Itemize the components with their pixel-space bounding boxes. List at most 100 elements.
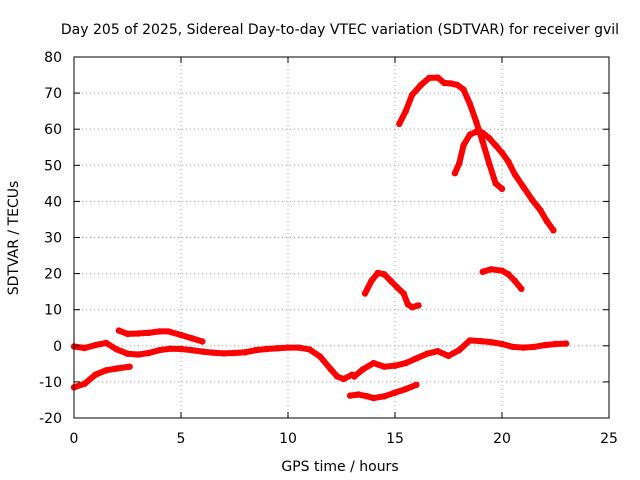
data-point: [400, 290, 407, 297]
data-point: [156, 346, 163, 354]
data-point: [177, 331, 185, 339]
data-point: [124, 350, 131, 357]
data-point: [284, 344, 292, 351]
data-point: [453, 81, 461, 89]
y-tick-label: 60: [44, 122, 62, 138]
y-tick-label: 40: [44, 194, 62, 210]
x-tick-label: 15: [386, 431, 404, 447]
data-point: [145, 329, 153, 336]
data-point: [113, 365, 121, 372]
data-point: [199, 338, 206, 345]
data-point: [370, 394, 377, 402]
data-point: [541, 341, 548, 349]
data-point: [145, 349, 153, 357]
data-point: [423, 350, 431, 357]
data-point: [177, 345, 185, 353]
data-point: [520, 344, 527, 351]
data-point: [295, 344, 302, 351]
data-point: [550, 227, 557, 234]
data-point: [381, 271, 388, 278]
data-point: [126, 363, 133, 370]
data-point: [466, 131, 474, 138]
data-point: [434, 74, 441, 81]
data-point: [220, 350, 227, 357]
data-point: [263, 345, 270, 353]
data-point: [408, 91, 416, 99]
data-point: [340, 375, 347, 383]
data-point: [511, 171, 518, 178]
x-tick-label: 5: [177, 431, 186, 447]
data-point: [102, 367, 110, 374]
data-point: [359, 366, 367, 373]
data-point: [199, 348, 206, 355]
x-tick-label: 25: [600, 431, 618, 447]
data-point: [434, 348, 441, 355]
y-tick-label: 20: [44, 267, 62, 283]
data-point: [511, 277, 518, 284]
data-point: [456, 160, 463, 167]
data-point: [368, 277, 375, 284]
data-point: [552, 340, 559, 348]
data-point: [447, 80, 454, 87]
data-point: [492, 180, 499, 187]
x-axis-title: GPS time / hours: [281, 459, 398, 475]
y-tick-label: 50: [44, 158, 62, 174]
data-point: [451, 170, 459, 177]
data-point: [408, 304, 416, 311]
data-point: [402, 108, 409, 115]
data-point: [498, 185, 506, 192]
data-point: [167, 345, 174, 352]
data-point: [492, 142, 499, 149]
data-point: [413, 355, 420, 362]
data-point: [364, 393, 371, 400]
y-tick-label: 0: [53, 339, 62, 355]
data-point: [316, 353, 324, 360]
data-point: [479, 268, 486, 275]
y-tick-label: 70: [44, 86, 62, 102]
data-point: [413, 381, 420, 388]
data-point: [563, 340, 570, 347]
data-point: [520, 183, 527, 191]
data-point: [346, 392, 354, 399]
data-point: [466, 100, 474, 108]
data-point: [396, 120, 403, 128]
series-layer: [70, 74, 570, 402]
data-point: [209, 349, 217, 356]
data-point: [479, 129, 486, 136]
data-point: [528, 196, 536, 203]
data-point: [530, 343, 538, 351]
data-point: [327, 366, 334, 373]
data-point: [441, 79, 448, 87]
series-arc-7: [396, 74, 504, 192]
x-tick-label: 20: [493, 431, 511, 447]
data-point: [242, 349, 249, 356]
data-point: [415, 302, 422, 309]
data-point: [102, 339, 110, 347]
data-point: [92, 371, 99, 378]
data-point: [518, 285, 525, 292]
data-point: [505, 271, 512, 278]
data-point: [81, 344, 88, 352]
data-point: [115, 327, 123, 334]
data-point: [156, 328, 163, 335]
data-point: [135, 330, 142, 337]
data-point: [479, 138, 486, 145]
data-point: [165, 328, 172, 335]
data-point: [391, 362, 399, 369]
data-point: [498, 340, 506, 348]
data-point: [274, 345, 281, 352]
data-point: [460, 86, 467, 93]
data-point: [473, 128, 480, 135]
data-point: [426, 74, 433, 82]
data-point: [252, 346, 260, 354]
data-point: [402, 359, 409, 367]
data-point: [402, 385, 409, 393]
data-point: [306, 346, 313, 353]
data-point: [460, 142, 467, 149]
y-axis-title: SDTVAR / TECUs: [6, 181, 22, 296]
data-point: [370, 359, 377, 367]
data-point: [351, 373, 358, 380]
data-point: [486, 135, 493, 142]
y-tick-label: 10: [44, 303, 62, 319]
